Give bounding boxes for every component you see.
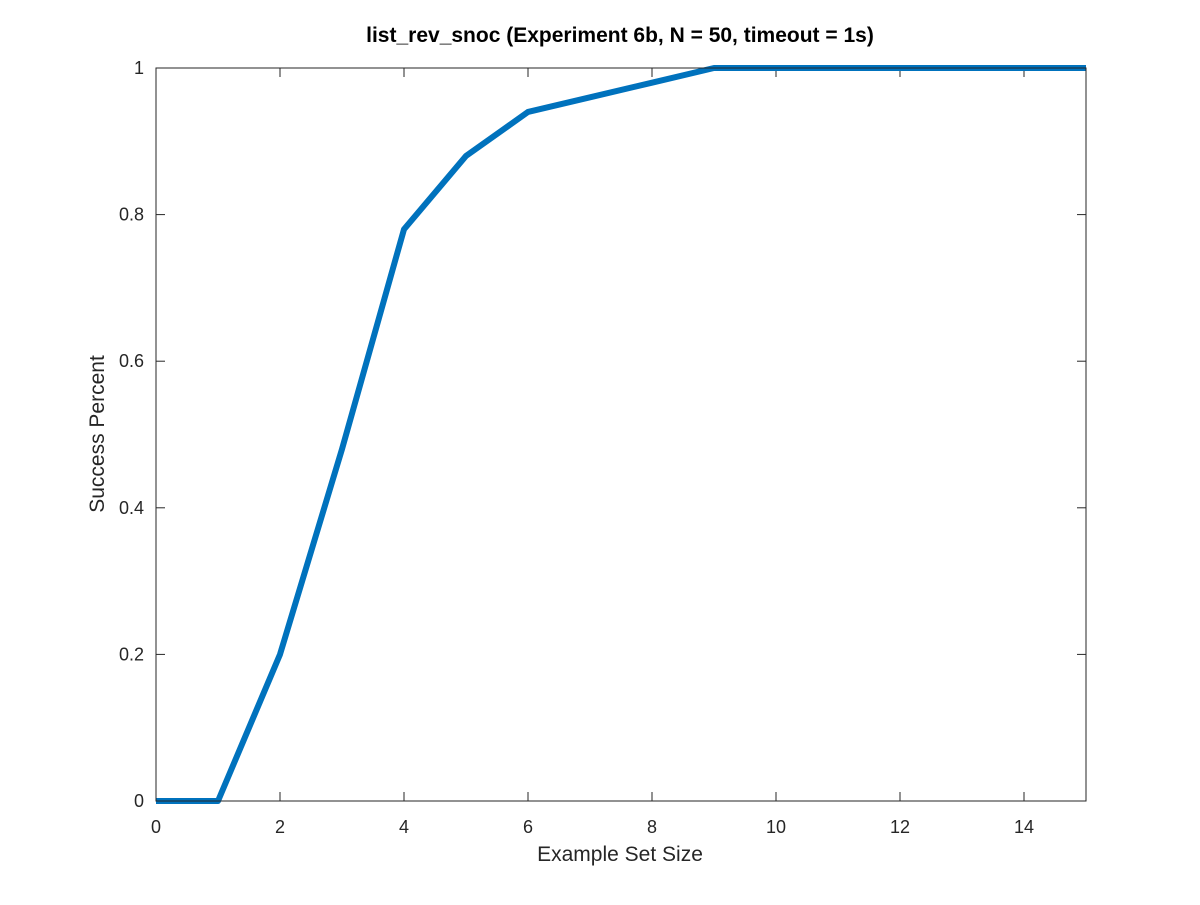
y-tick-label: 1 [134,58,144,78]
y-tick-label: 0 [134,791,144,811]
series-layer [156,65,1086,804]
x-tick-label: 2 [275,817,285,837]
data-point [528,111,529,112]
data-point [466,155,467,156]
data-point [342,449,343,450]
data-point [652,82,653,83]
data-point [280,654,281,655]
x-tick-label: 12 [890,817,910,837]
data-point [404,229,405,230]
series-line [156,65,1086,804]
y-tick-label: 0.4 [119,498,144,518]
chart-title: list_rev_snoc (Experiment 6b, N = 50, ti… [366,24,874,47]
x-axis-label: Example Set Size [537,843,703,866]
x-tick-label: 14 [1014,817,1034,837]
y-tick-label: 0.2 [119,644,144,664]
y-tick-label: 0.8 [119,205,144,225]
y-axis-label: Success Percent [86,355,109,513]
x-tick-label: 8 [647,817,657,837]
data-point [590,97,591,98]
x-tick-label: 6 [523,817,533,837]
axes: 0 2 4 6 8 10 12 14 0 0.2 0.4 0.6 0.8 1 [119,58,1086,837]
x-tick-label: 10 [766,817,786,837]
x-tick-label: 0 [151,817,161,837]
y-tick-label: 0.6 [119,351,144,371]
x-tick-label: 4 [399,817,409,837]
plot-frame [155,67,1087,802]
axes-box [155,67,1087,802]
